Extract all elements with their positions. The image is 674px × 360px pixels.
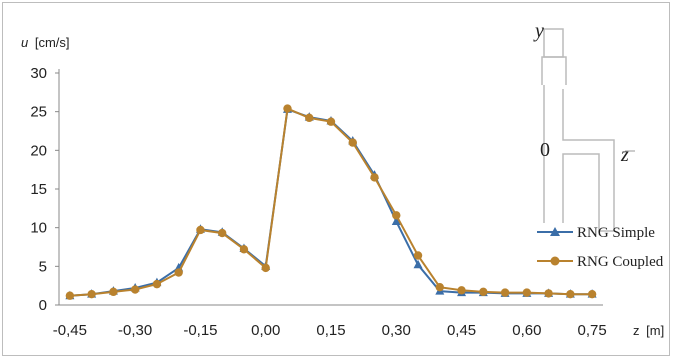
y-tick-label: 30 <box>30 65 47 82</box>
x-axis-unit: [m] <box>646 323 664 338</box>
data-point-rng-coupled <box>65 291 75 300</box>
y-axis-var: u <box>21 35 28 50</box>
legend-label-rng-coupled: RNG Coupled <box>577 254 664 270</box>
y-tick-label: 25 <box>30 104 47 121</box>
data-point-rng-coupled <box>87 289 96 299</box>
data-point-rng-coupled <box>283 104 292 113</box>
data-point-rng-coupled <box>435 283 444 292</box>
x-axis-var: z <box>633 323 640 338</box>
legend-marker-circle <box>550 256 560 266</box>
data-point-rng-coupled <box>196 225 205 235</box>
x-tick-label: -0,30 <box>118 322 152 339</box>
y-tick-label: 10 <box>30 220 47 237</box>
data-point-rng-coupled <box>218 228 227 238</box>
data-point-rng-coupled <box>500 288 510 297</box>
data-point-rng-coupled <box>544 289 553 298</box>
legend-label-rng-simple: RNG Simple <box>577 225 655 241</box>
y-tick-label: 0 <box>39 297 47 314</box>
inset-y-label: y <box>533 20 544 42</box>
data-point-rng-coupled <box>392 211 401 220</box>
inset-top-pipe <box>543 28 564 58</box>
data-point-rng-coupled <box>457 286 466 295</box>
data-point-rng-coupled <box>152 279 162 289</box>
x-tick-label: -0,15 <box>183 322 217 339</box>
inset-elbow <box>562 89 615 232</box>
x-tick-label: 0,75 <box>578 322 607 339</box>
legend: RNG Simple RNG Coupled <box>537 225 664 270</box>
series-group <box>65 104 597 300</box>
data-point-rng-coupled <box>479 287 488 297</box>
data-point-rng-coupled <box>261 263 270 273</box>
y-tick-label: 15 <box>30 181 47 198</box>
inset-origin-label: 0 <box>540 139 550 161</box>
x-tick-label: 0,30 <box>382 322 411 339</box>
data-point-rng-coupled <box>370 173 379 182</box>
series-line-rng-coupled <box>69 107 593 297</box>
x-axis-label: z [m] <box>633 323 664 338</box>
data-point-rng-coupled <box>109 287 118 297</box>
data-point-rng-coupled <box>348 138 357 147</box>
x-tick-label: 0,15 <box>316 322 345 339</box>
inset-z-label: z <box>620 144 629 166</box>
data-point-rng-coupled <box>566 289 575 299</box>
inset-neck <box>541 56 567 85</box>
x-tick-label: -0,45 <box>53 322 87 339</box>
legend-item-rng-simple: RNG Simple <box>537 225 655 241</box>
line-chart: 0 5 10 15 20 25 30 -0,45 -0,30 -0,15 0,00 0,15 0,30… <box>21 20 664 339</box>
series-line-rng-simple <box>69 107 593 297</box>
data-point-rng-coupled <box>522 288 532 297</box>
y-tick-labels: 0 5 10 15 20 25 30 <box>30 65 59 314</box>
y-tick-label: 20 <box>30 142 47 159</box>
data-point-rng-coupled <box>305 113 314 123</box>
data-point-rng-coupled <box>413 251 423 260</box>
y-tick-label: 5 <box>39 258 47 275</box>
x-tick-label: 0,00 <box>251 322 280 339</box>
data-point-rng-coupled <box>174 268 183 277</box>
legend-marker-triangle <box>550 227 560 236</box>
data-point-rng-simple <box>413 259 423 269</box>
y-axis-unit: [cm/s] <box>35 35 70 50</box>
axes <box>58 69 603 306</box>
data-point-rng-coupled <box>130 285 140 294</box>
data-point-rng-coupled <box>239 245 249 254</box>
x-tick-label: 0,60 <box>512 322 541 339</box>
data-point-rng-coupled <box>326 117 336 126</box>
data-point-rng-simple <box>391 216 401 225</box>
x-tick-labels: -0,45 -0,30 -0,15 0,00 0,15 0,30 0,45 0,60 0,75 <box>53 322 607 339</box>
data-point-rng-coupled <box>587 289 597 299</box>
geometry-inset: y 0 z <box>533 20 635 232</box>
y-axis-label: u [cm/s] <box>21 35 70 50</box>
x-tick-label: 0,45 <box>447 322 476 339</box>
chart-frame: 0 5 10 15 20 25 30 -0,45 -0,30 -0,15 0,00 0,15 0,30… <box>2 2 670 356</box>
legend-item-rng-coupled: RNG Coupled <box>537 254 664 270</box>
